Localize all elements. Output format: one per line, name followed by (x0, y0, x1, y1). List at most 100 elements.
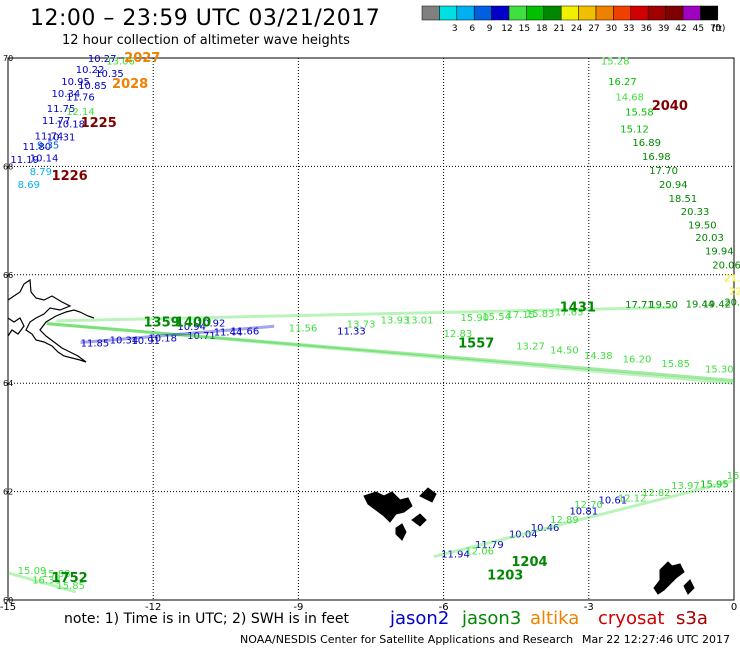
wave-height-label: 8.69 (18, 180, 40, 191)
wave-height-label: 10.91 (131, 336, 160, 347)
wave-height-label: 15.85 (661, 359, 690, 370)
wave-height-label: 11.44 (214, 328, 243, 339)
satellite-ground-track (56, 305, 676, 323)
satellite-legend-jason2: jason2 (390, 608, 450, 629)
scale-unit: (ft) (712, 24, 726, 34)
wave-height-label: 13.93 (381, 316, 410, 327)
pass-time-label: 1225 (81, 116, 117, 131)
scale-label: 18 (536, 24, 548, 34)
wave-height-label: 13.27 (516, 342, 545, 353)
wave-height-label: 19.42 (703, 299, 732, 310)
wave-height-label: 15.09 (18, 566, 47, 577)
wave-height-label: 11.80 (23, 142, 52, 153)
longitude-tick: -6 (439, 602, 449, 613)
wave-height-label: 15.95 (700, 479, 729, 490)
wave-height-label: 11.56 (289, 324, 318, 335)
wave-height-label: 9.35 (37, 141, 59, 152)
wave-height-label: 12.83 (444, 329, 473, 340)
longitude-tick: -12 (145, 602, 161, 613)
scale-label: 39 (658, 24, 670, 34)
chart-subtitle: 12 hour collection of altimeter wave hei… (62, 33, 350, 48)
wave-height-label: 11.76 (66, 92, 95, 103)
wave-height-label: 12.89 (550, 515, 579, 526)
scale-swatch (439, 5, 458, 21)
coastline-faroe-islands (363, 487, 437, 541)
scale-swatch (421, 5, 440, 21)
footer-credit: NOAA/NESDIS Center for Satellite Applica… (240, 633, 574, 646)
scale-swatch (665, 5, 684, 21)
wave-height-label: 11.66 (231, 326, 260, 337)
wave-height-label: 14.68 (615, 92, 644, 103)
scale-label: 24 (571, 24, 583, 34)
pass-time-label: 2027 (124, 51, 160, 66)
pass-time-label: 2040 (652, 99, 688, 114)
wave-height-label: 12.14 (66, 107, 95, 118)
wave-height-label: 15.83 (526, 309, 555, 320)
latitude-tick: 64 (3, 379, 13, 388)
scale-label: 3 (452, 24, 458, 34)
scale-label: 6 (469, 24, 475, 34)
wave-height-label: 15.12 (620, 124, 649, 135)
longitude-tick: -15 (0, 602, 16, 613)
longitude-tick: -3 (584, 602, 594, 613)
scale-label: 27 (588, 24, 599, 34)
scale-label: 12 (501, 24, 512, 34)
chart-title: 12:00 – 23:59 UTC 03/21/2017 (30, 6, 381, 31)
wave-height-label: 20.64 (724, 298, 740, 309)
satellite-legend-altika: altika (530, 608, 580, 629)
satellite-ground-track (46, 322, 735, 385)
wave-height-label: 22 (729, 286, 740, 297)
wave-height-label: 19.94 (705, 247, 734, 258)
wave-height-label: 18.51 (669, 194, 698, 205)
wave-height-label: 10.34 (52, 89, 81, 100)
wave-height-label: 11.75 (47, 104, 76, 115)
wave-height-label: 21.7 (724, 273, 740, 284)
satellite-legend-cryosat: cryosat (598, 608, 665, 629)
wave-height-label: 13.97 (671, 481, 700, 492)
wave-height-label: 15.88 (42, 569, 71, 580)
scale-label: 9 (487, 24, 493, 34)
wave-height-label: 10.94 (177, 322, 206, 333)
wave-height-label: 10.35 (95, 69, 124, 80)
wave-height-label: 10.14 (30, 154, 59, 165)
wave-height-label: 19.44 (686, 299, 715, 310)
wave-height-label: 20.06 (712, 260, 740, 271)
wave-height-label: 15.54 (482, 312, 511, 323)
wave-height-label: 16.20 (623, 355, 652, 366)
wave-height-label: 16.33 (32, 576, 61, 587)
scale-label: 42 (675, 24, 686, 34)
wave-height-label: 15.28 (727, 471, 740, 482)
wave-height-label: 13.73 (347, 319, 376, 330)
color-scale-legend: 3 6 9 12 15 18 21 24 27 30 33 36 39 42 45 70(ft) (421, 5, 726, 34)
coastline-shetland-islands (653, 561, 695, 595)
scale-label: 33 (623, 24, 634, 34)
wave-height-label: 15.58 (625, 107, 654, 118)
wave-height-label: 11.19 (10, 155, 39, 166)
wave-height-label: 17.63 (555, 307, 584, 318)
wave-height-label: 10.22 (76, 65, 105, 76)
map-frame (7, 57, 735, 601)
satellite-legend-s3a: s3a (676, 608, 708, 629)
pass-time-label: 1203 (487, 568, 523, 583)
scale-swatch (543, 5, 562, 21)
scale-label: 21 (553, 24, 564, 34)
scale-swatch (473, 5, 492, 21)
wave-height-label: 15.30 (705, 364, 734, 375)
wave-height-label: 11.85 (81, 338, 110, 349)
wave-height-label: 10.18 (148, 333, 177, 344)
wave-height-label: 10.81 (569, 506, 598, 517)
wave-height-label: 14.38 (584, 351, 613, 362)
satellite-ground-track (46, 322, 735, 382)
wave-height-label: 12.82 (642, 488, 671, 499)
pass-time-label: 1359 (144, 315, 180, 330)
wave-height-label: 16.89 (632, 138, 661, 149)
scale-label: 36 (640, 24, 652, 34)
scale-swatch (456, 5, 475, 21)
wave-height-label: 11.77 (42, 116, 71, 127)
scale-swatch (578, 5, 597, 21)
wave-height-label: 15.28 (601, 57, 630, 68)
latitude-tick: 68 (3, 162, 13, 171)
wave-height-label: 13.01 (405, 316, 434, 327)
